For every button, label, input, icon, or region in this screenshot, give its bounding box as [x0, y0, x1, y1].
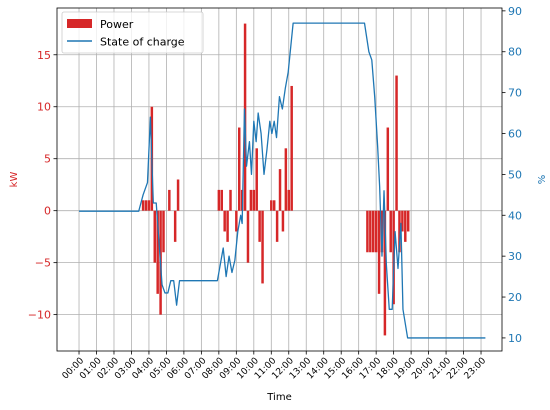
power-bar: [377, 210, 381, 294]
power-bar: [162, 210, 165, 253]
y-right-axis-label: %: [537, 175, 548, 185]
power-bar: [372, 210, 375, 253]
power-bar: [223, 210, 226, 232]
power-bar: [404, 210, 407, 242]
legend: Power State of charge: [61, 11, 204, 54]
power-bar: [258, 210, 261, 242]
power-bar: [173, 210, 177, 242]
power-bar: [141, 200, 145, 211]
power-bar: [270, 200, 273, 211]
power-bar: [401, 210, 404, 232]
power-bar: [398, 210, 401, 253]
power-bar: [281, 210, 285, 232]
state-of-charge-line: [79, 22, 486, 339]
grid: [57, 8, 502, 351]
legend-label-power: Power: [100, 18, 134, 31]
power-bar: [246, 210, 250, 263]
power-bar: [249, 189, 253, 211]
power-bar: [255, 148, 258, 211]
y-right-tick-label: 40: [508, 209, 522, 222]
y-left-tick-label: −5: [35, 257, 51, 270]
power-bar: [144, 200, 148, 211]
axes-frame: [56, 7, 503, 352]
power-bar: [383, 210, 387, 336]
power-bar: [290, 85, 293, 211]
y-right-tick-label: 70: [508, 87, 522, 100]
state-of-charge-series: [79, 22, 486, 339]
power-bar: [229, 189, 232, 211]
power-bar: [389, 210, 392, 253]
y-left-axis-label: kW: [9, 172, 20, 188]
y-left-tick-label: 10: [37, 101, 51, 114]
y-left-tick-label: −10: [28, 309, 51, 322]
y-right-tick-label: 80: [508, 46, 522, 59]
power-bar: [252, 189, 256, 211]
y-right-tick-label: 90: [508, 5, 522, 18]
power-bar: [153, 210, 156, 263]
power-bar: [168, 189, 171, 211]
legend-label-state-of-charge: State of charge: [100, 36, 185, 49]
y-right-tick-label: 10: [508, 332, 522, 345]
power-bar: [369, 210, 372, 253]
power-bar: [176, 179, 180, 211]
power-bar: [374, 210, 378, 253]
legend-box: [61, 11, 204, 54]
y-right-tick-label: 60: [508, 128, 522, 141]
x-axis-label: Time: [266, 392, 291, 403]
power-bar: [395, 75, 398, 211]
power-bar: [272, 200, 276, 211]
power-bar: [386, 127, 390, 211]
legend-swatch-power: [67, 19, 92, 28]
power-bar: [380, 210, 384, 253]
power-bar: [287, 189, 291, 211]
power-bar: [238, 127, 241, 211]
y-left-tick-label: 15: [37, 49, 51, 62]
y-right-tick-label: 50: [508, 168, 522, 181]
power-bar: [235, 210, 238, 232]
power-bar: [220, 189, 223, 211]
power-bar: [261, 210, 264, 284]
power-bar: [366, 210, 369, 253]
power-bar: [217, 189, 221, 211]
y-left-tick-label: 0: [44, 205, 51, 218]
power-bar: [406, 210, 410, 232]
y-right-tick-label: 20: [508, 291, 522, 304]
y-right-tick-label: 30: [508, 250, 522, 263]
y-left-tick-label: 5: [44, 153, 51, 166]
power-bar: [284, 148, 288, 211]
power-bar: [156, 210, 159, 294]
power-bar: [226, 210, 229, 242]
power-bar: [147, 200, 151, 211]
power-bar: [278, 169, 282, 211]
power-bar: [275, 210, 279, 242]
